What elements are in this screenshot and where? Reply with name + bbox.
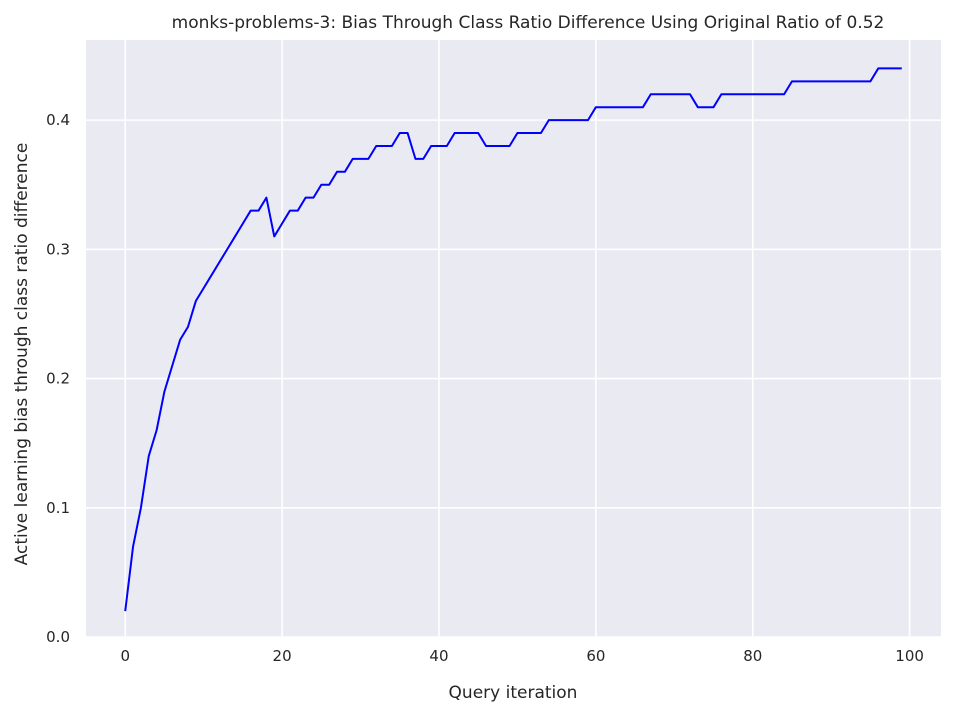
y-tick-label: 0.2 [46, 370, 70, 388]
x-tick-label: 0 [120, 647, 130, 665]
x-tick-label: 80 [743, 647, 762, 665]
y-gridlines [86, 119, 941, 638]
y-tick-label: 0.0 [46, 628, 70, 646]
x-tick-label: 20 [273, 647, 292, 665]
y-tick-label: 0.3 [46, 240, 70, 258]
y-tick-label: 0.1 [46, 499, 70, 517]
x-tick-labels: 0 20 40 60 80 100 [120, 647, 923, 665]
y-tick-label: 0.4 [46, 111, 70, 129]
y-axis-label: Active learning bias through class ratio… [12, 143, 32, 566]
x-tick-label: 100 [895, 647, 924, 665]
series-layer [124, 67, 902, 612]
plot-area [86, 40, 941, 637]
series-line [124, 67, 902, 612]
chart-title: monks-problems-3: Bias Through Class Rat… [172, 13, 885, 33]
x-tick-label: 40 [429, 647, 448, 665]
x-gridlines [124, 40, 911, 637]
y-tick-labels: 0.0 0.1 0.2 0.3 0.4 [46, 111, 70, 646]
x-tick-label: 60 [586, 647, 605, 665]
x-axis-label: Query iteration [449, 683, 578, 703]
